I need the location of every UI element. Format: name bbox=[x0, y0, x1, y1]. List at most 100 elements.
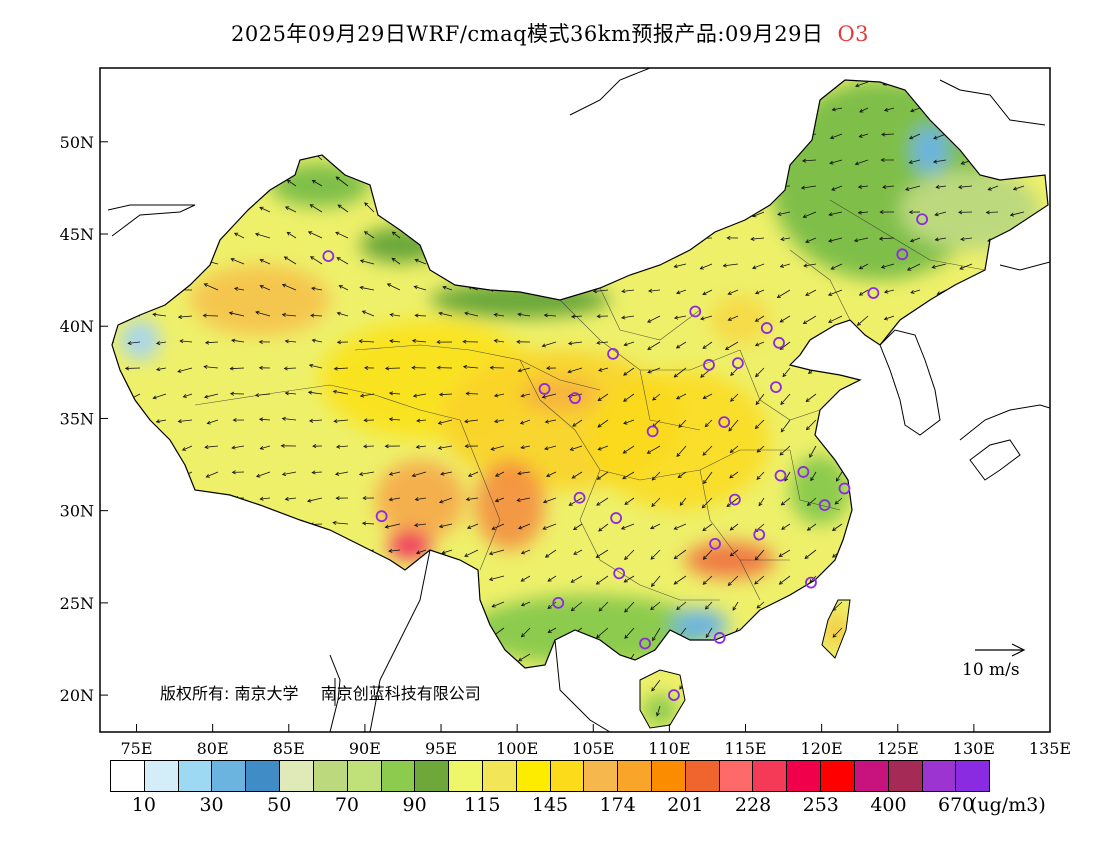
wind-arrowhead bbox=[254, 393, 260, 398]
wind-arrowhead bbox=[883, 107, 889, 112]
lon-label: 115E bbox=[724, 739, 766, 758]
wind-arrow bbox=[621, 315, 635, 319]
wind-arrow bbox=[859, 289, 869, 296]
wind-arrowhead bbox=[858, 291, 864, 296]
wind-arrow bbox=[730, 445, 739, 453]
wind-arrowhead bbox=[177, 314, 183, 319]
wind-arrowhead bbox=[229, 391, 235, 396]
wind-arrow bbox=[439, 312, 453, 317]
legend-label: 30 bbox=[199, 794, 224, 816]
wind-arrow bbox=[571, 575, 583, 583]
legend-unit: (ug/m3) bbox=[970, 794, 1046, 816]
wind-arrow bbox=[334, 367, 349, 370]
wind-arrow bbox=[518, 523, 531, 529]
wind-arrow bbox=[986, 211, 999, 213]
wind-arrow bbox=[779, 341, 791, 350]
wind-arrowhead bbox=[232, 418, 237, 423]
wind-arrow bbox=[831, 185, 843, 191]
wind-arrow bbox=[857, 315, 869, 326]
wind-arrowhead bbox=[517, 368, 522, 373]
wind-arrowhead bbox=[441, 550, 446, 555]
wind-arrow bbox=[703, 549, 713, 560]
wind-arrowhead bbox=[858, 265, 863, 270]
wind-arrowhead bbox=[932, 159, 938, 164]
wind-arrowhead bbox=[546, 366, 551, 371]
city-marker-changsha: Changsha bbox=[709, 537, 721, 550]
wind-arrow bbox=[518, 653, 531, 662]
wind-arrowhead bbox=[389, 312, 394, 317]
wind-arrow bbox=[836, 471, 843, 482]
wind-arrow bbox=[413, 393, 427, 397]
wind-arrow bbox=[910, 237, 921, 242]
wind-arrowhead bbox=[363, 231, 369, 235]
wind-arrowhead bbox=[358, 339, 363, 344]
wind-arrowhead bbox=[573, 551, 578, 555]
wind-arrowhead bbox=[307, 231, 313, 235]
wind-arrowhead bbox=[205, 473, 210, 478]
wind-arrowhead bbox=[436, 365, 441, 370]
wind-arrow bbox=[909, 159, 921, 164]
city-marker-beijing: Beijing bbox=[760, 322, 773, 334]
wind-arrow bbox=[412, 471, 427, 477]
wind-arrow bbox=[679, 497, 687, 506]
wind-arrow bbox=[364, 231, 375, 239]
wind-arrowhead bbox=[596, 340, 601, 345]
city-marker-fuzhou: Fuzhou bbox=[805, 576, 817, 589]
legend-label: 115 bbox=[464, 794, 501, 816]
wind-arrow bbox=[412, 340, 427, 343]
wind-arrowhead bbox=[464, 553, 469, 557]
wind-arrow bbox=[803, 211, 817, 218]
legend-swatch bbox=[449, 761, 483, 791]
wind-arrow bbox=[359, 340, 375, 343]
wind-arrow bbox=[260, 259, 271, 265]
wind-arrowhead bbox=[651, 502, 656, 507]
wind-arrow bbox=[678, 471, 687, 478]
wind-arrowhead bbox=[494, 472, 500, 477]
wind-arrow bbox=[855, 81, 869, 87]
wind-arrow bbox=[905, 185, 921, 191]
wind-arrowhead bbox=[807, 370, 813, 374]
wind-arrowhead bbox=[259, 446, 264, 450]
wind-arrowhead bbox=[258, 417, 264, 422]
wind-arrow bbox=[178, 315, 193, 318]
wind-arrowhead bbox=[622, 449, 627, 454]
wind-arrow bbox=[781, 497, 791, 506]
wind-arrowhead bbox=[750, 236, 755, 241]
wind-arrow bbox=[832, 523, 843, 531]
wind-arrowhead bbox=[437, 420, 443, 425]
wind-arrowhead bbox=[281, 312, 286, 317]
wind-arrowhead bbox=[229, 366, 234, 371]
legend-swatch bbox=[516, 761, 551, 791]
wind-arrowhead bbox=[490, 446, 495, 451]
city-marker-hangzhou: Hangzhou bbox=[818, 499, 831, 512]
wind-arrow bbox=[490, 445, 505, 450]
wind-arrowhead bbox=[517, 312, 522, 317]
wind-arrowhead bbox=[803, 263, 808, 268]
wind-arrow bbox=[336, 257, 349, 265]
wind-arrow bbox=[859, 263, 869, 270]
wind-arrow bbox=[937, 289, 947, 295]
wind-arrowhead bbox=[596, 634, 601, 639]
wind-arrowhead bbox=[623, 420, 628, 425]
wind-arrow bbox=[548, 627, 557, 633]
wind-arrow bbox=[466, 497, 479, 500]
wind-arrow bbox=[491, 523, 505, 530]
wind-arrowhead bbox=[780, 501, 785, 506]
wind-arrow bbox=[784, 471, 791, 482]
lon-label: 135E bbox=[1029, 739, 1071, 758]
wind-arrow bbox=[779, 445, 791, 456]
legend-swatch bbox=[719, 761, 754, 791]
wind-arrow bbox=[285, 340, 297, 343]
wind-arrowhead bbox=[359, 285, 364, 290]
wind-arrowhead bbox=[679, 501, 684, 506]
map-axes: 50N 45N 40N 35N 30N 25N 20N 75E 80E 85E 90E 95E 100E… bbox=[60, 133, 1071, 758]
wind-arrowhead bbox=[259, 258, 264, 263]
wind-arrowhead bbox=[673, 264, 678, 269]
wind-arrow bbox=[517, 497, 531, 501]
wind-arrow bbox=[934, 211, 947, 216]
legend-label: 201 bbox=[667, 794, 704, 816]
wind-arrowhead bbox=[413, 523, 419, 528]
wind-arrowhead bbox=[384, 366, 390, 371]
wind-arrowhead bbox=[363, 444, 368, 449]
wind-arrowhead bbox=[414, 497, 419, 502]
